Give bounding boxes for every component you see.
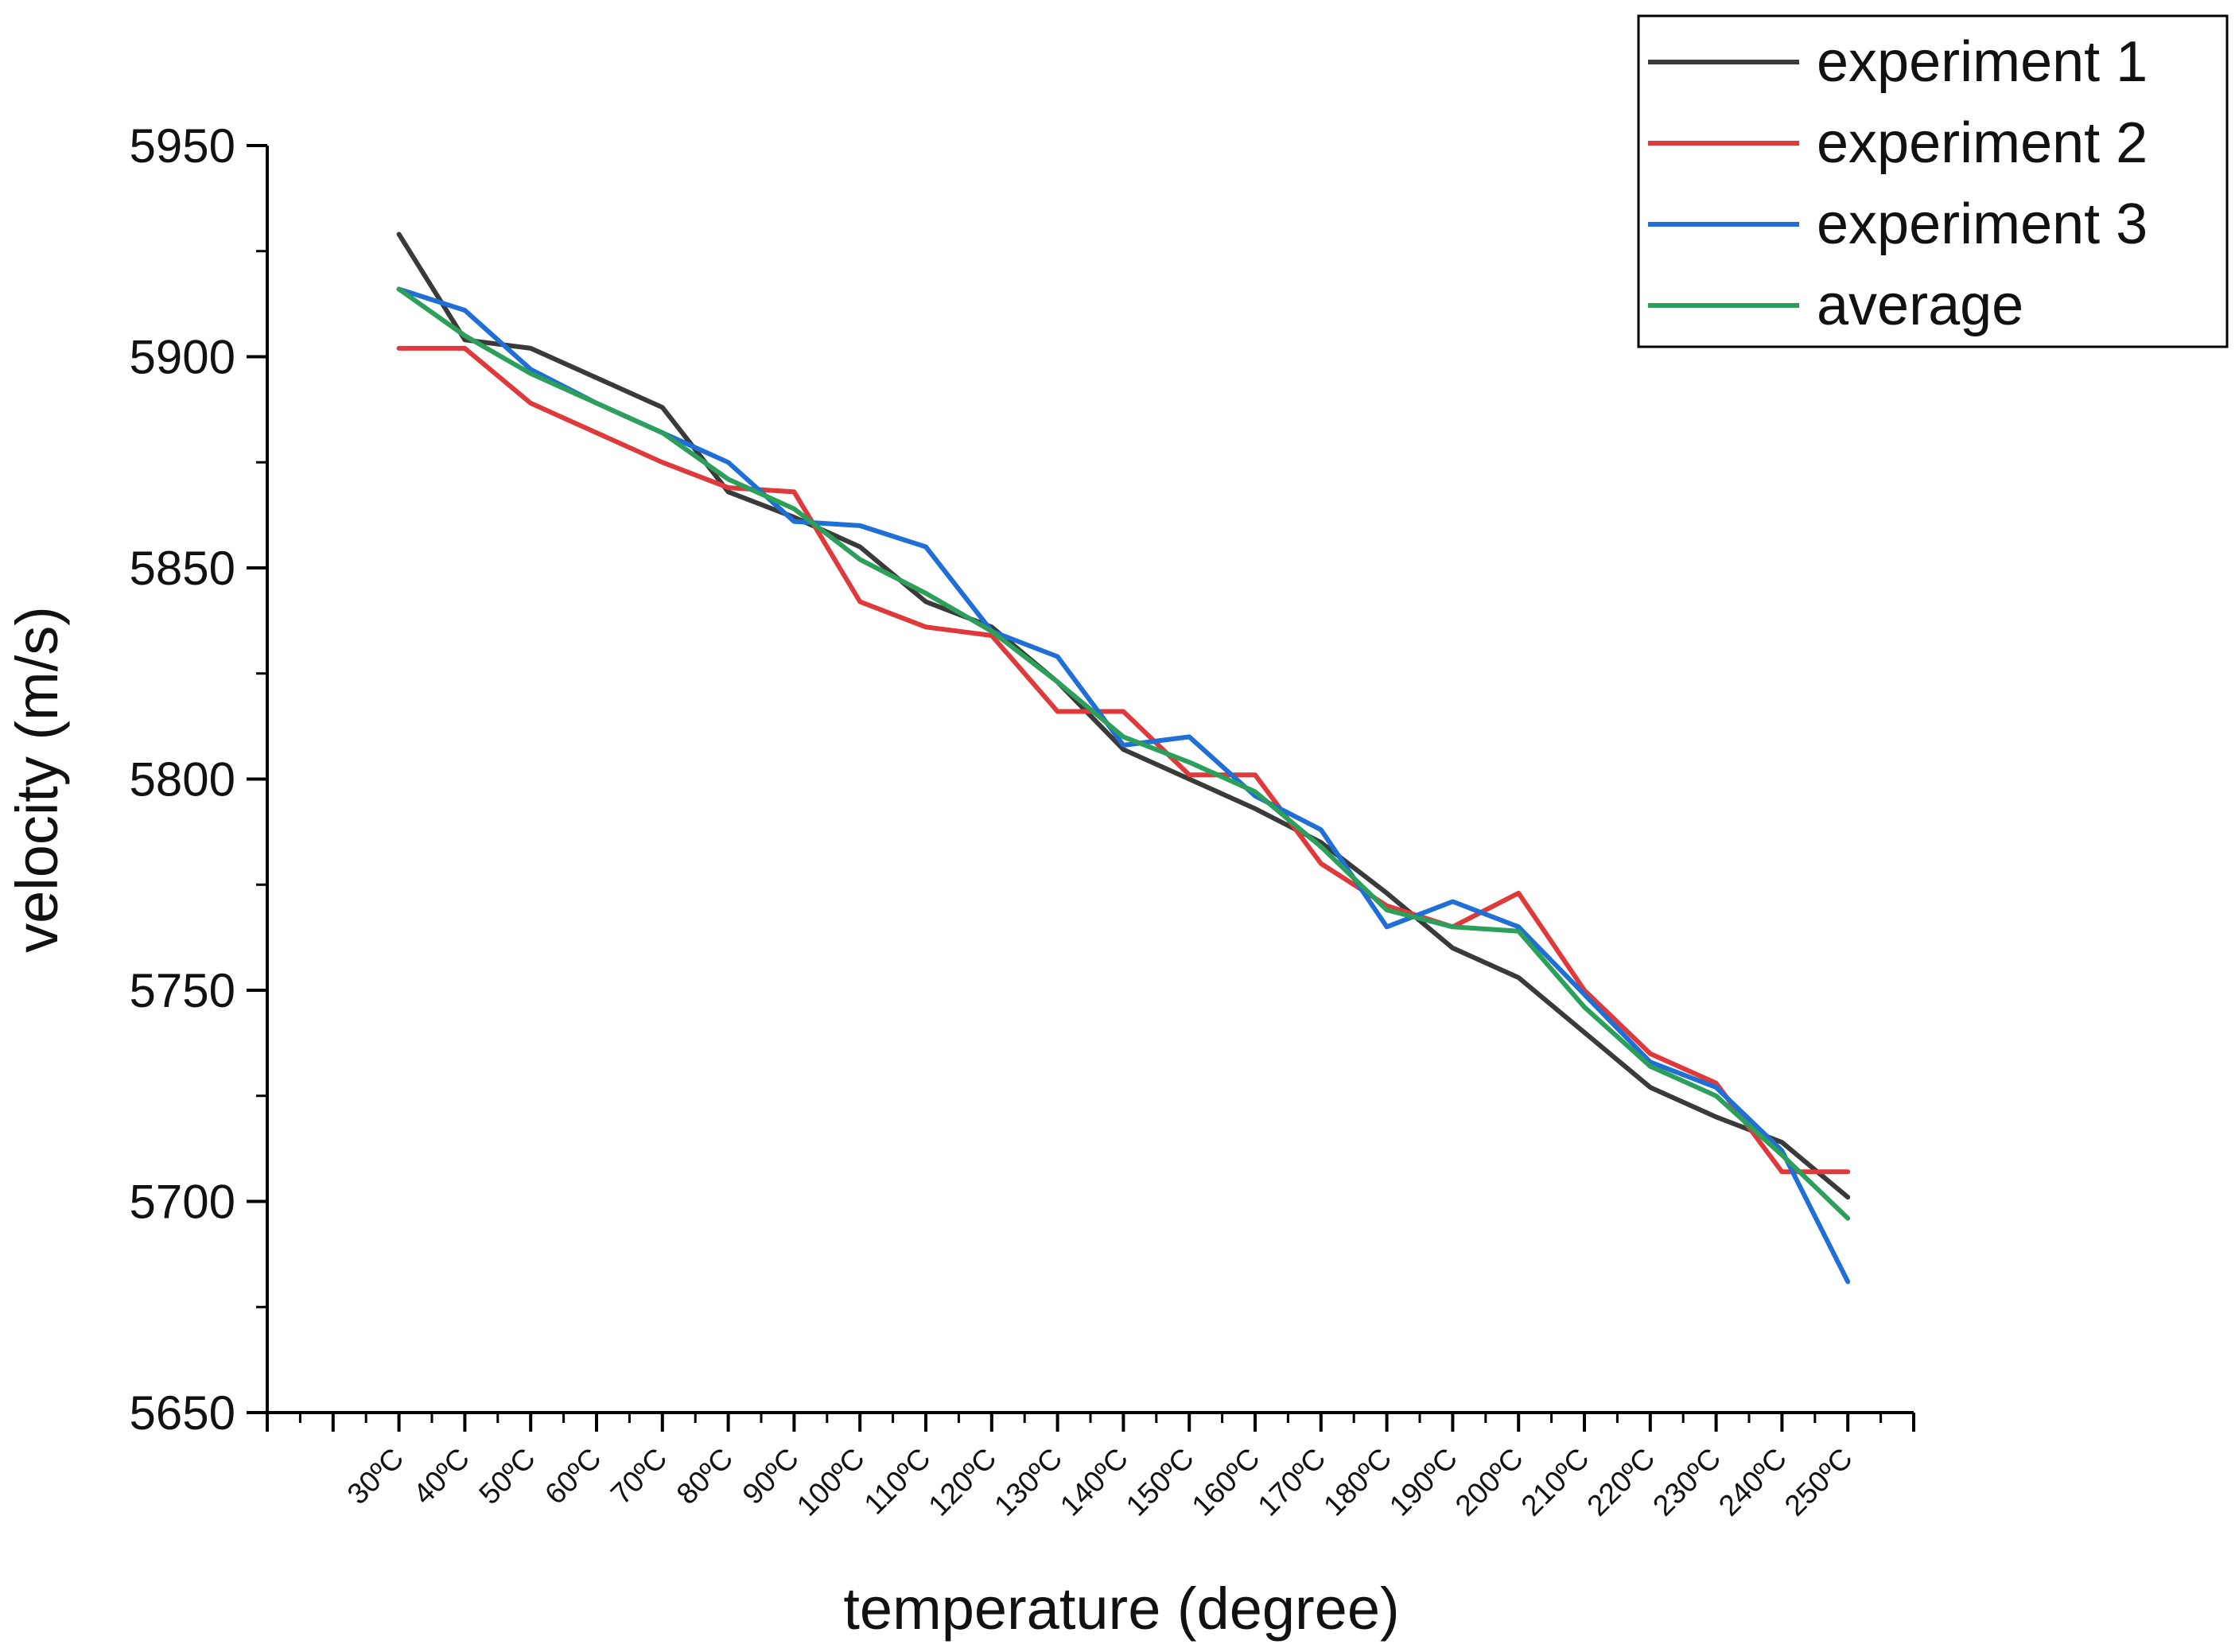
series-line-1	[396, 231, 1851, 1200]
legend-label: experiment 3	[1817, 192, 2148, 256]
legend: experiment 1 experiment 2 experiment 3 aver…	[1637, 14, 2229, 348]
legend-box	[1637, 14, 2229, 348]
x-axis-title: temperature (degree)	[843, 1576, 1399, 1642]
y-ticks: 5650 5700 5750 5800 5850 5900 5950	[130, 119, 267, 1440]
series-layer	[396, 231, 1851, 1285]
series-line-4	[396, 286, 1851, 1221]
legend-label: experiment 1	[1817, 30, 2148, 94]
legend-label: experiment 2	[1817, 111, 2148, 175]
series-line-2	[396, 345, 1851, 1175]
y-tick-label: 5950	[130, 119, 235, 173]
y-tick-label: 5650	[130, 1386, 235, 1440]
y-tick-label: 5800	[130, 753, 235, 807]
y-tick-label: 5900	[130, 331, 235, 384]
y-tick-label: 5850	[130, 542, 235, 595]
y-axis-title: velocity (m/s)	[4, 606, 70, 953]
y-tick-label: 5750	[130, 964, 235, 1017]
legend-label: average	[1817, 274, 2023, 337]
y-tick-label: 5700	[130, 1176, 235, 1229]
